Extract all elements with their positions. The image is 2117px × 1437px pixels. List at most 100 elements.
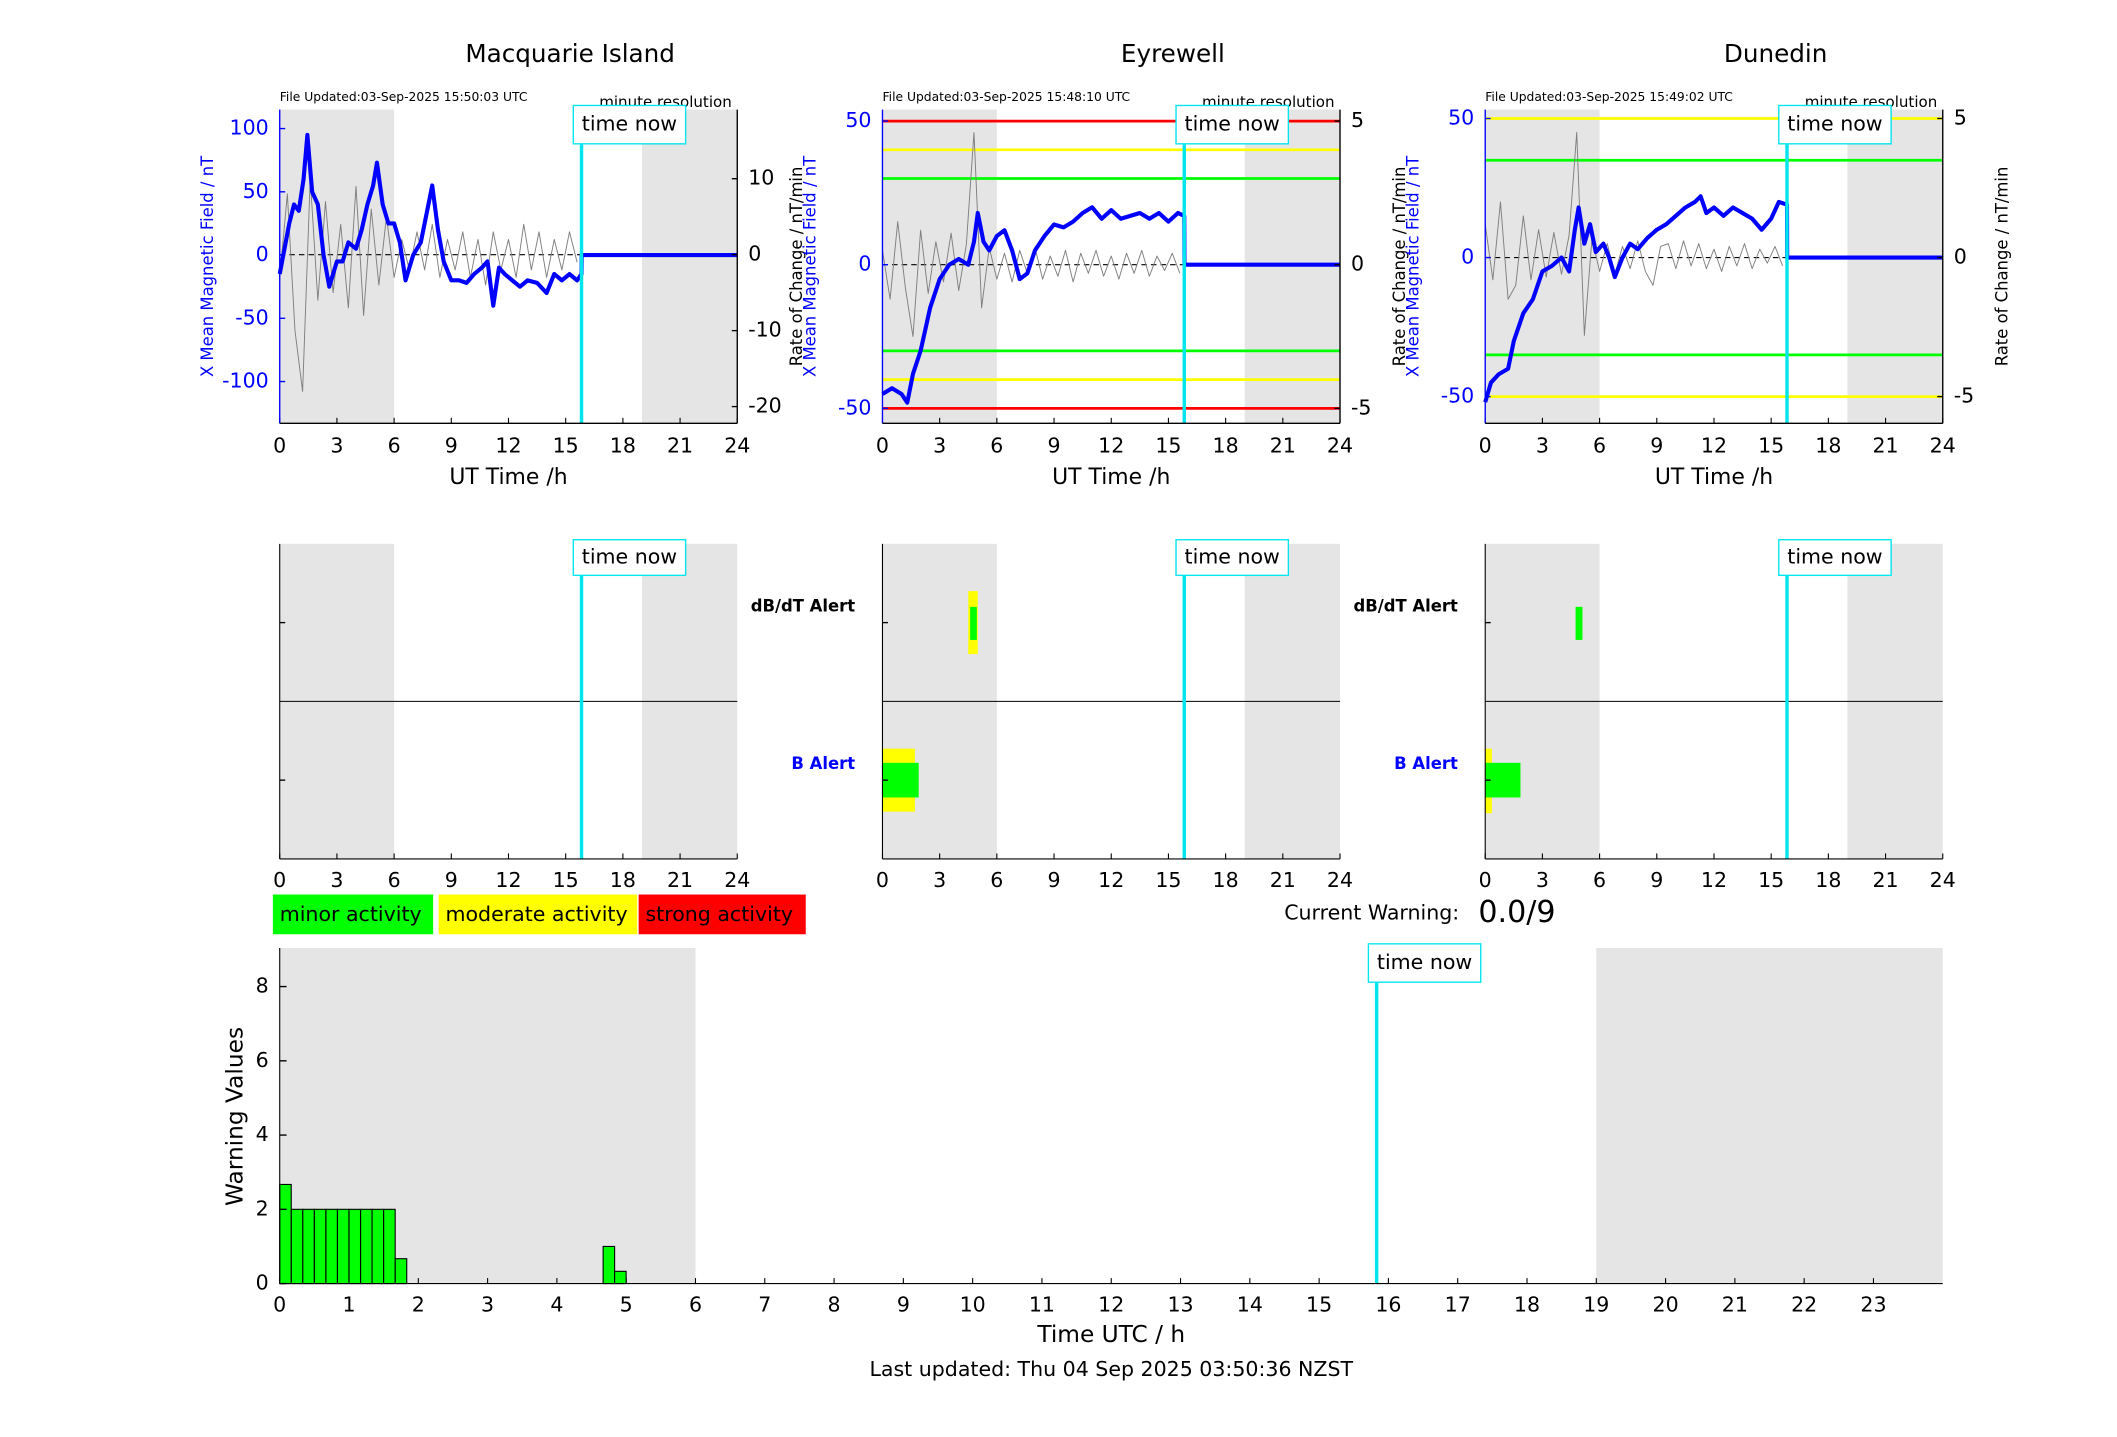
y2-axis-label: Rate of Change / nT/min: [1390, 167, 1409, 367]
rate-line: [279, 178, 578, 392]
legend-box: [438, 894, 638, 935]
bar: [348, 1208, 362, 1285]
x-tick-label: 24: [1930, 434, 1956, 458]
x-tick-label: 7: [758, 1292, 771, 1316]
alert-segment: [882, 762, 919, 798]
y-axis-label: X Mean Magnetic Field / nT: [801, 155, 820, 377]
x-tick-label: 22: [1791, 1292, 1817, 1316]
x-tick-label: 5: [620, 1292, 633, 1316]
x-tick-label: 0: [273, 868, 286, 892]
x-tick-label: 2: [412, 1292, 425, 1316]
y2-tick-label: -20: [748, 394, 782, 418]
legend-label: minor activity: [280, 902, 422, 926]
x-tick-label: 15: [553, 868, 579, 892]
current-warning-value: 0.0/9: [1478, 895, 1555, 930]
y-tick-label: 50: [243, 179, 269, 203]
time-now-label: time now: [1787, 112, 1882, 136]
y2-tick-label: 5: [1351, 108, 1364, 132]
x-tick-label: 6: [990, 868, 1003, 892]
alert-segment: [970, 606, 977, 640]
y2-tick-label: 0: [1351, 252, 1364, 276]
y-tick-label: -50: [235, 305, 269, 329]
x-tick-label: 21: [1872, 434, 1898, 458]
x-axis-label: UT Time /h: [449, 465, 567, 490]
x-tick-label: 15: [1155, 868, 1181, 892]
time-now-label: time now: [582, 545, 677, 569]
y-axis-label: X Mean Magnetic Field / nT: [198, 155, 217, 377]
time-now-box: [1778, 539, 1892, 577]
x-tick-label: 3: [481, 1292, 494, 1316]
y-tick-label: 2: [256, 1196, 269, 1220]
y-tick-label: 0: [858, 252, 871, 276]
bar: [325, 1208, 338, 1285]
y-tick-label: 0: [1461, 245, 1474, 269]
bar: [360, 1208, 373, 1285]
alert-segment: [1485, 762, 1521, 798]
x-tick-label: 12: [495, 434, 521, 458]
y-tick-label: 8: [256, 974, 269, 998]
x-tick-label: 0: [1479, 434, 1492, 458]
x-tick-label: 23: [1860, 1292, 1886, 1316]
chart-title: Macquarie Island: [465, 39, 675, 68]
rate-line: [1484, 131, 1784, 336]
x-tick-label: 24: [1327, 868, 1353, 892]
x-tick-label: 18: [610, 868, 636, 892]
x-tick-label: 6: [388, 868, 401, 892]
time-now-label: time now: [1185, 545, 1280, 569]
time-now-box: [572, 539, 687, 577]
bar: [383, 1208, 396, 1285]
legend-label: strong activity: [645, 902, 793, 926]
footer: Last updated: Thu 04 Sep 2025 03:50:36 N…: [869, 1357, 1353, 1381]
night-shade: [882, 109, 997, 424]
file-updated: File Updated:03-Sep-2025 15:48:10 UTC: [882, 90, 1130, 104]
x-tick-label: 9: [445, 868, 458, 892]
x-tick-label: 6: [388, 434, 401, 458]
chart-title: Dunedin: [1724, 39, 1827, 68]
x-tick-label: 6: [1593, 434, 1606, 458]
x-tick-label: 6: [1593, 868, 1606, 892]
bar: [602, 1245, 616, 1285]
y-tick-label: -50: [1441, 384, 1475, 408]
x-tick-label: 19: [1583, 1292, 1609, 1316]
bar: [394, 1258, 408, 1285]
night-shade: [641, 109, 738, 424]
x-tick-label: 15: [1306, 1292, 1332, 1316]
x-tick-label: 17: [1445, 1292, 1471, 1316]
x-tick-label: 12: [1701, 868, 1727, 892]
y2-tick-label: 10: [748, 166, 774, 190]
x-tick-label: 3: [330, 434, 343, 458]
y-tick-label: 50: [1448, 105, 1474, 129]
x-tick-label: 21: [667, 868, 693, 892]
field-line: [277, 132, 738, 308]
bar: [371, 1208, 385, 1285]
legend-box: [638, 894, 806, 935]
x-tick-label: 18: [1815, 434, 1841, 458]
x-tick-label: 12: [1701, 434, 1727, 458]
field-line: [1483, 194, 1943, 403]
x-tick-label: 3: [933, 868, 946, 892]
y-tick-label: -100: [222, 369, 269, 393]
y2-tick-label: -5: [1954, 384, 1974, 408]
x-tick-label: 12: [495, 868, 521, 892]
x-tick-label: 9: [1048, 868, 1061, 892]
y-tick-label: 100: [230, 116, 269, 140]
x-tick-label: 16: [1375, 1292, 1401, 1316]
bar: [614, 1270, 627, 1285]
x-tick-label: 13: [1167, 1292, 1193, 1316]
x-tick-label: 18: [1213, 868, 1239, 892]
x-tick-label: 0: [1479, 868, 1492, 892]
x-tick-label: 12: [1098, 868, 1124, 892]
x-tick-label: 9: [445, 434, 458, 458]
y-tick-label: 6: [256, 1048, 269, 1072]
y2-axis-label: Rate of Change / nT/min: [1993, 167, 2012, 367]
bar: [279, 1183, 292, 1285]
x-tick-label: 10: [960, 1292, 986, 1316]
x-tick-label: 24: [1327, 434, 1353, 458]
bar: [302, 1208, 315, 1285]
x-tick-label: 3: [1536, 434, 1549, 458]
time-now-label: time now: [1377, 950, 1472, 974]
y-tick-label: 0: [256, 242, 269, 266]
x-tick-label: 12: [1098, 1292, 1124, 1316]
night-shade: [1596, 947, 1943, 1284]
night-shade: [1847, 109, 1943, 424]
